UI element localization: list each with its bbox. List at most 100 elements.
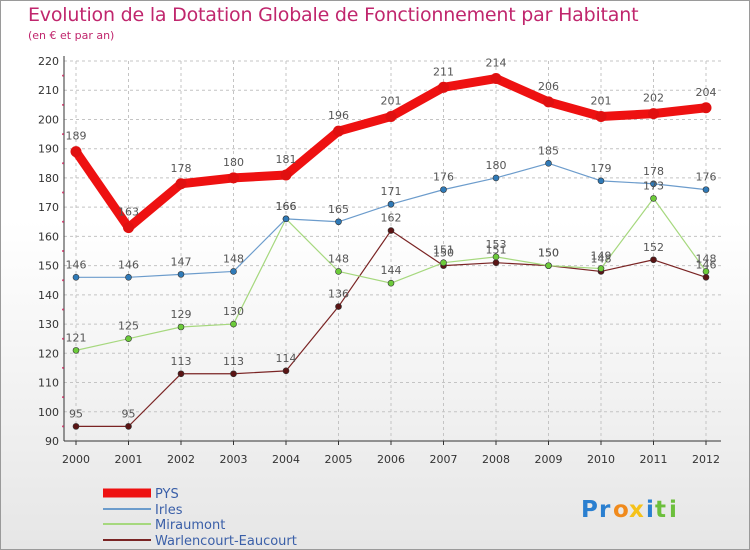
data-label-warlencourt-eaucourt: 150 — [538, 247, 559, 260]
data-point-miraumont — [545, 262, 552, 269]
y-tick-label: 140 — [38, 289, 59, 302]
data-point-warlencourt-eaucourt — [492, 259, 500, 266]
logo-letter: P — [581, 497, 598, 523]
data-label-pys: 180 — [223, 156, 244, 169]
data-point-irles — [702, 186, 710, 193]
series-layer — [70, 73, 712, 430]
y-minor-tick — [62, 425, 64, 428]
data-label-pys: 181 — [276, 153, 297, 166]
data-label-warlencourt-eaucourt: 162 — [381, 212, 402, 225]
data-point-miraumont — [492, 253, 500, 261]
y-tick-label: 190 — [38, 143, 59, 156]
legend-label-pys: PYS — [155, 487, 179, 502]
data-label-pys: 201 — [591, 95, 612, 108]
x-tick-label: 2011 — [640, 453, 668, 466]
x-tick-label: 2003 — [220, 453, 248, 466]
data-point-irles — [440, 186, 447, 193]
data-label-pys: 196 — [328, 109, 349, 122]
data-point-irles — [492, 174, 500, 182]
data-point-miraumont — [177, 323, 185, 331]
data-point-irles — [230, 268, 237, 275]
data-label-irles: 146 — [118, 258, 139, 271]
data-point-miraumont — [335, 268, 342, 275]
logo-letter: r — [599, 497, 611, 523]
data-label-miraumont: 148 — [328, 252, 349, 265]
x-tick-label: 2004 — [272, 453, 300, 466]
y-tick-label: 210 — [38, 84, 59, 97]
y-minor-tick — [62, 162, 64, 165]
data-label-miraumont: 150 — [538, 247, 559, 260]
data-label-warlencourt-eaucourt: 113 — [223, 355, 244, 368]
data-label-pys: 204 — [696, 86, 717, 99]
y-tick-label: 110 — [38, 377, 59, 390]
data-label-warlencourt-eaucourt: 146 — [696, 258, 717, 271]
data-point-irles — [597, 177, 605, 185]
logo-letter: i — [669, 497, 677, 523]
x-axis-ticks: 2000 2001 2002 2003 2004 2005 2006 2007 2008 2009… — [62, 441, 720, 466]
data-point-pys — [385, 111, 397, 123]
y-minor-tick — [62, 279, 64, 282]
data-point-pys — [543, 96, 554, 108]
logo-letter: t — [655, 497, 666, 523]
data-label-irles: 176 — [433, 171, 454, 184]
chart-subtitle: (en € et par an) — [28, 29, 115, 42]
data-point-warlencourt-eaucourt — [125, 423, 132, 430]
data-label-miraumont: 148 — [696, 252, 717, 265]
data-label-irles: 171 — [381, 185, 402, 198]
logo-letter: x — [629, 497, 644, 523]
data-label-warlencourt-eaucourt: 148 — [591, 252, 612, 265]
data-label-miraumont: 151 — [433, 244, 454, 257]
x-tick-label: 2007 — [430, 453, 458, 466]
data-label-warlencourt-eaucourt: 114 — [276, 352, 297, 365]
x-tick-label: 2009 — [535, 453, 563, 466]
data-label-miraumont: 144 — [381, 264, 402, 277]
y-minor-tick — [62, 133, 64, 136]
y-axis-ticks: 90 100 110 120 130 140 150 160 170 180 190 200 210 22… — [38, 55, 64, 448]
x-tick-label: 2001 — [115, 453, 143, 466]
data-point-warlencourt-eaucourt — [335, 303, 342, 310]
data-point-miraumont — [650, 195, 657, 202]
data-label-pys: 206 — [538, 80, 559, 93]
data-point-warlencourt-eaucourt — [650, 256, 657, 264]
data-label-miraumont: 173 — [643, 179, 664, 192]
data-label-warlencourt-eaucourt: 136 — [328, 288, 349, 301]
data-point-warlencourt-eaucourt — [282, 367, 290, 375]
y-tick-label: 170 — [38, 201, 59, 214]
y-tick-label: 200 — [38, 113, 59, 126]
data-point-pys — [175, 178, 187, 190]
x-tick-label: 2008 — [482, 453, 510, 466]
data-point-pys — [595, 111, 607, 123]
data-point-miraumont — [597, 265, 605, 272]
data-label-irles: 180 — [486, 159, 507, 172]
x-tick-label: 2000 — [62, 453, 90, 466]
data-label-warlencourt-eaucourt: 95 — [122, 407, 136, 420]
data-point-irles — [387, 200, 395, 208]
legend-label-irles: Irles — [155, 503, 183, 518]
data-point-warlencourt-eaucourt — [230, 370, 237, 378]
data-label-irles: 147 — [171, 255, 192, 268]
logo-letter: o — [613, 497, 629, 523]
data-label-pys: 202 — [643, 92, 664, 105]
data-label-miraumont: 166 — [276, 200, 297, 213]
x-tick-label: 2002 — [167, 453, 195, 466]
data-point-pys — [70, 146, 82, 158]
data-label-miraumont: 125 — [118, 320, 139, 333]
y-tick-label: 150 — [38, 260, 59, 273]
data-label-warlencourt-eaucourt: 95 — [69, 407, 83, 420]
axes — [63, 56, 721, 442]
data-label-pys: 163 — [118, 206, 139, 219]
data-label-irles: 176 — [696, 171, 717, 184]
y-minor-tick — [62, 396, 64, 399]
data-point-miraumont — [702, 268, 710, 275]
data-point-irles — [177, 271, 185, 278]
data-point-miraumont — [440, 259, 447, 266]
y-tick-label: 120 — [38, 347, 59, 360]
y-minor-tick — [62, 220, 64, 223]
data-label-pys: 189 — [66, 130, 87, 143]
data-point-pys — [648, 108, 659, 120]
data-point-warlencourt-eaucourt — [72, 423, 80, 430]
